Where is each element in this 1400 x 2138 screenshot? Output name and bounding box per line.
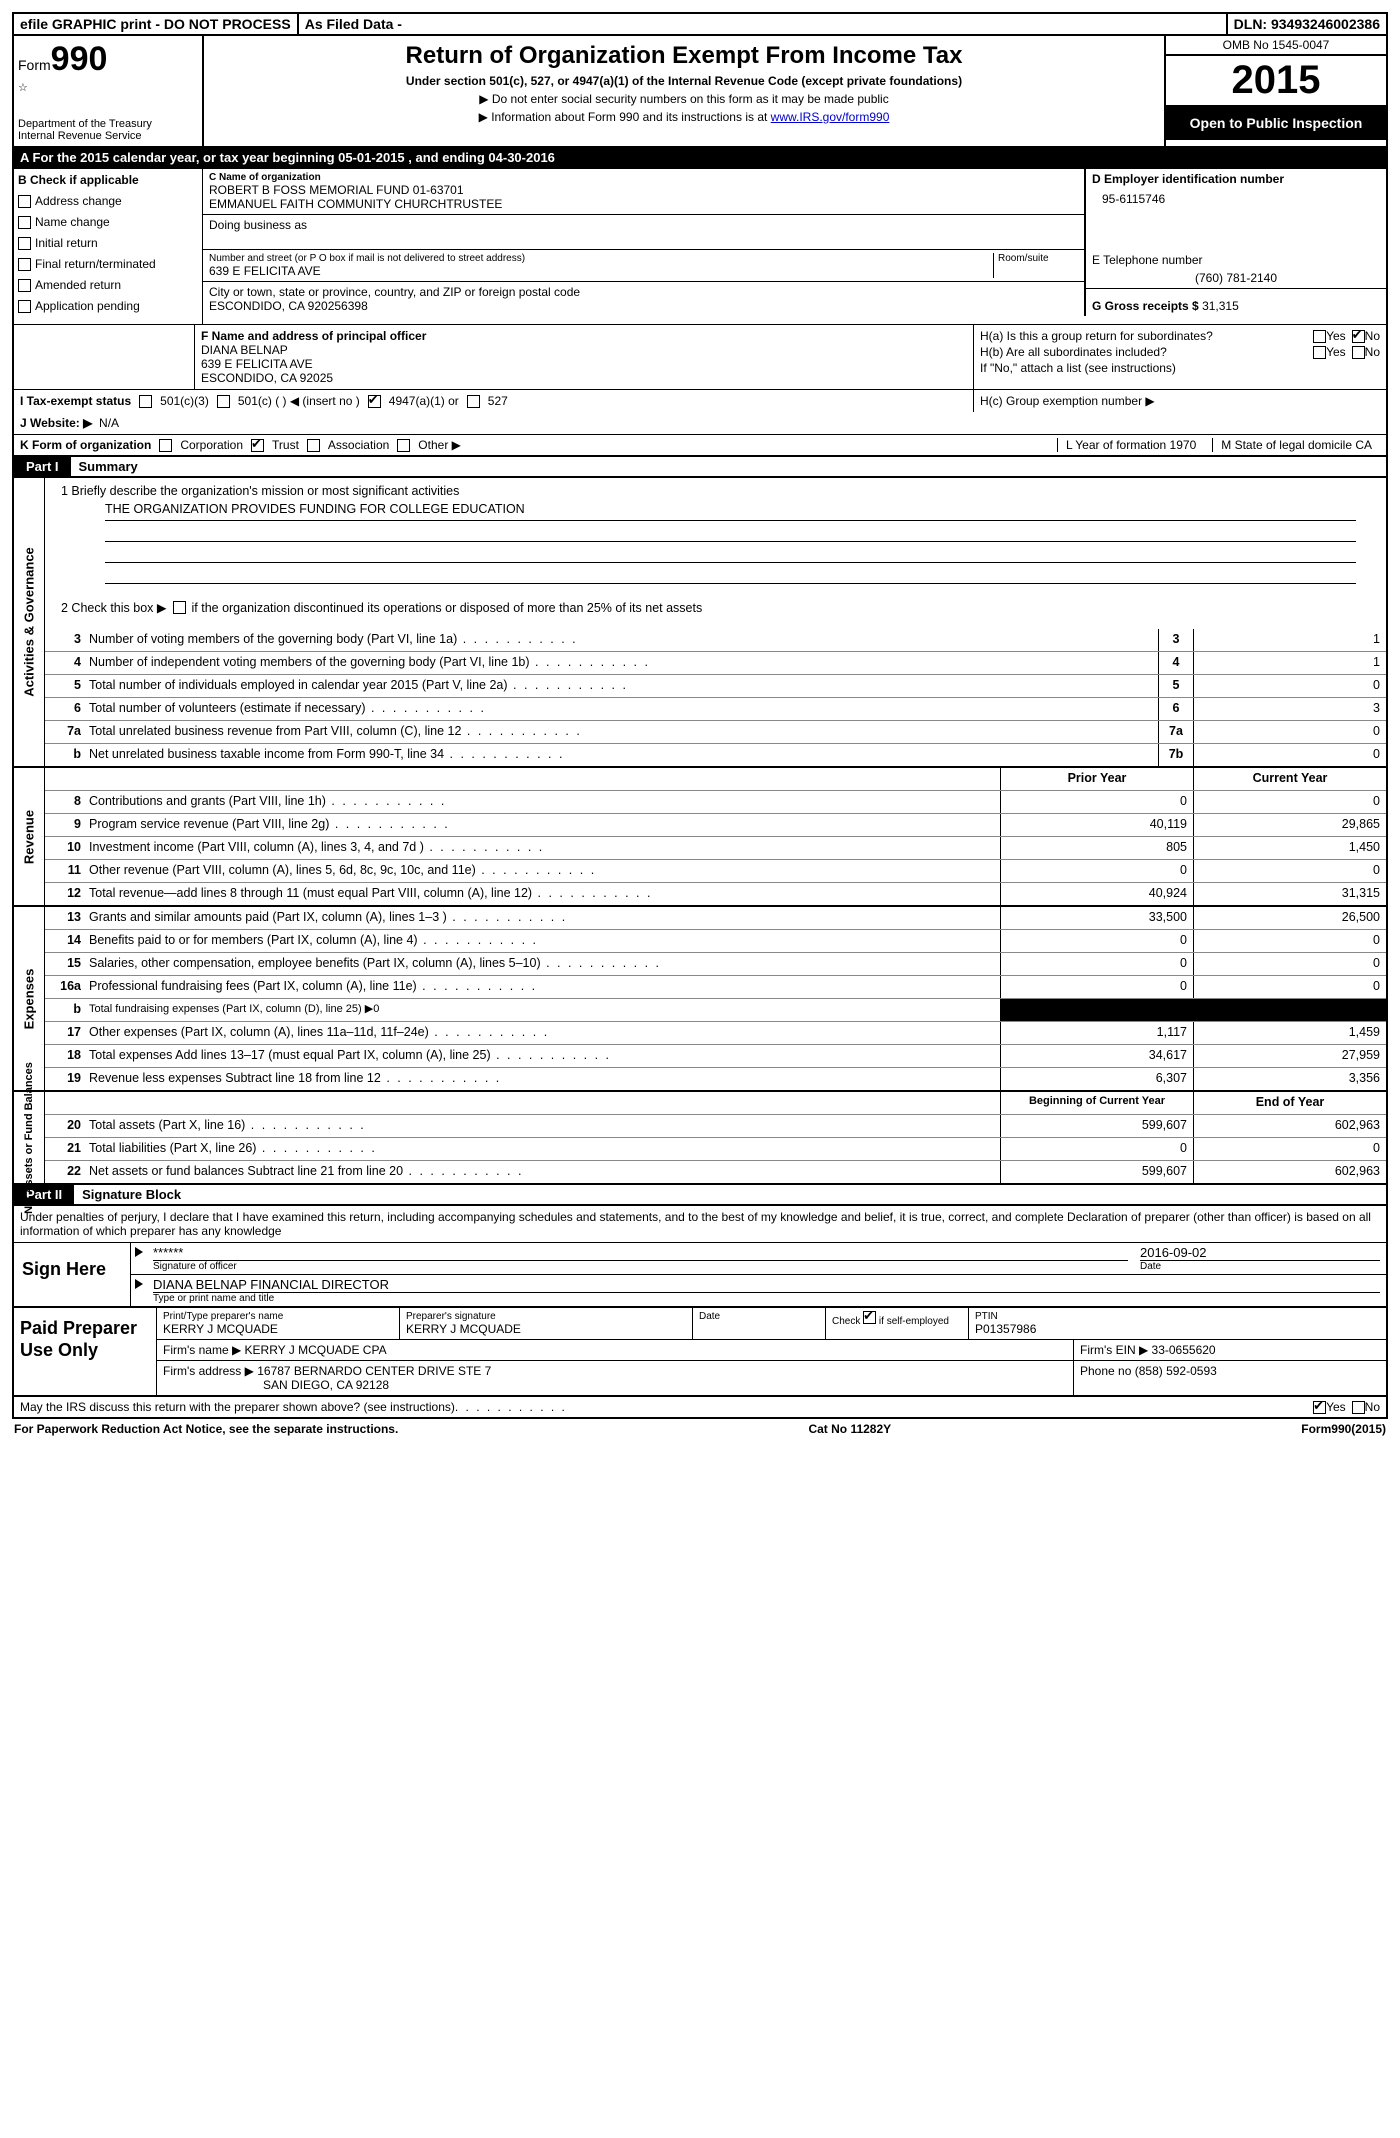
hb-yes[interactable] — [1313, 346, 1326, 359]
col-b: B Check if applicable Address change Nam… — [14, 169, 203, 324]
expense-line-14: 14Benefits paid to or for members (Part … — [45, 929, 1386, 952]
revenue-line-9: 9Program service revenue (Part VIII, lin… — [45, 813, 1386, 836]
row-j: J Website: ▶ N/A — [14, 412, 1386, 435]
chk-name-change[interactable] — [18, 216, 31, 229]
header-title: Return of Organization Exempt From Incom… — [204, 36, 1164, 146]
chk-4947[interactable] — [368, 395, 381, 408]
chk-trust[interactable] — [251, 439, 264, 452]
chk-corp[interactable] — [159, 439, 172, 452]
discuss-no[interactable] — [1352, 1401, 1365, 1414]
ha-yes[interactable] — [1313, 330, 1326, 343]
expense-line-13: 13Grants and similar amounts paid (Part … — [45, 907, 1386, 929]
chk-final-return[interactable] — [18, 258, 31, 271]
officer-block: F Name and address of principal officer … — [195, 325, 974, 389]
row-a: A For the 2015 calendar year, or tax yea… — [12, 148, 1388, 169]
chk-other[interactable] — [397, 439, 410, 452]
expense-line-16a: 16aProfessional fundraising fees (Part I… — [45, 975, 1386, 998]
col-c: C Name of organization ROBERT B FOSS MEM… — [203, 169, 1386, 324]
chk-pending[interactable] — [18, 300, 31, 313]
ha-no[interactable] — [1352, 330, 1365, 343]
summary-line-4: 4Number of independent voting members of… — [45, 651, 1386, 674]
summary-line-3: 3Number of voting members of the governi… — [45, 629, 1386, 651]
chk-address-change[interactable] — [18, 195, 31, 208]
netassets-line-21: 21Total liabilities (Part X, line 26)00 — [45, 1137, 1386, 1160]
line-2: 2 Check this box ▶ if the organization d… — [45, 596, 1386, 629]
hc-block: H(c) Group exemption number ▶ — [973, 390, 1386, 412]
chk-501c3[interactable] — [139, 395, 152, 408]
chk-self-employed[interactable] — [863, 1311, 876, 1324]
asfiled-text: As Filed Data - — [297, 14, 408, 34]
dln: DLN: 93493246002386 — [1226, 14, 1386, 34]
header-left: Form990 ☆ Department of the Treasury Int… — [14, 36, 204, 146]
revenue-line-12: 12Total revenue—add lines 8 through 11 (… — [45, 882, 1386, 905]
netassets-line-20: 20Total assets (Part X, line 16)599,6076… — [45, 1114, 1386, 1137]
chk-initial-return[interactable] — [18, 237, 31, 250]
chk-assoc[interactable] — [307, 439, 320, 452]
netassets-section: Net Assets or Fund Balances Beginning of… — [12, 1092, 1388, 1185]
netassets-line-22: 22Net assets or fund balances Subtract l… — [45, 1160, 1386, 1183]
discuss-row: May the IRS discuss this return with the… — [12, 1397, 1388, 1419]
expense-line-19: 19Revenue less expenses Subtract line 18… — [45, 1067, 1386, 1090]
arrow-icon — [131, 1243, 147, 1274]
efile-text: efile GRAPHIC print - DO NOT PROCESS — [14, 14, 297, 34]
irs-link[interactable]: www.IRS.gov/form990 — [771, 110, 890, 124]
row-i: I Tax-exempt status 501(c)(3) 501(c) ( )… — [14, 390, 973, 412]
efile-header: efile GRAPHIC print - DO NOT PROCESS As … — [12, 12, 1388, 36]
summary-line-5: 5Total number of individuals employed in… — [45, 674, 1386, 697]
h-block: H(a) Is this a group return for subordin… — [974, 325, 1386, 389]
expenses-section: Expenses 13Grants and similar amounts pa… — [12, 907, 1388, 1092]
revenue-line-11: 11Other revenue (Part VIII, column (A), … — [45, 859, 1386, 882]
summary-line-7a: 7aTotal unrelated business revenue from … — [45, 720, 1386, 743]
entity-block: B Check if applicable Address change Nam… — [14, 169, 1386, 324]
paid-preparer: Paid Preparer Use Only Print/Type prepar… — [12, 1308, 1388, 1397]
row-k: K Form of organization Corporation Trust… — [14, 435, 1386, 455]
mission-text: THE ORGANIZATION PROVIDES FUNDING FOR CO… — [105, 502, 1356, 521]
expense-line-17: 17Other expenses (Part IX, column (A), l… — [45, 1021, 1386, 1044]
chk-discontinued[interactable] — [173, 601, 186, 614]
revenue-line-8: 8Contributions and grants (Part VIII, li… — [45, 790, 1386, 813]
summary-line-7b: bNet unrelated business taxable income f… — [45, 743, 1386, 766]
discuss-yes[interactable] — [1313, 1401, 1326, 1414]
form-header: Form990 ☆ Department of the Treasury Int… — [12, 36, 1388, 148]
revenue-line-10: 10Investment income (Part VIII, column (… — [45, 836, 1386, 859]
part2-header: Part II Signature Block — [12, 1185, 1388, 1206]
revenue-section: Revenue Prior Year Current Year 8Contrib… — [12, 768, 1388, 907]
expense-line-18: 18Total expenses Add lines 13–17 (must e… — [45, 1044, 1386, 1067]
signature-block: Under penalties of perjury, I declare th… — [12, 1206, 1388, 1308]
expense-line-b: bTotal fundraising expenses (Part IX, co… — [45, 998, 1386, 1021]
chk-501c[interactable] — [217, 395, 230, 408]
arrow-icon — [131, 1275, 147, 1306]
part1-header: Part I Summary — [12, 457, 1388, 478]
header-right: OMB No 1545-0047 2015 Open to Public Ins… — [1164, 36, 1386, 146]
expense-line-15: 15Salaries, other compensation, employee… — [45, 952, 1386, 975]
hb-no[interactable] — [1352, 346, 1365, 359]
activities-governance: Activities & Governance 1 Briefly descri… — [12, 478, 1388, 768]
sign-here-label: Sign Here — [14, 1243, 131, 1306]
chk-amended[interactable] — [18, 279, 31, 292]
chk-527[interactable] — [467, 395, 480, 408]
summary-line-6: 6Total number of volunteers (estimate if… — [45, 697, 1386, 720]
page-footer: For Paperwork Reduction Act Notice, see … — [12, 1419, 1388, 1439]
